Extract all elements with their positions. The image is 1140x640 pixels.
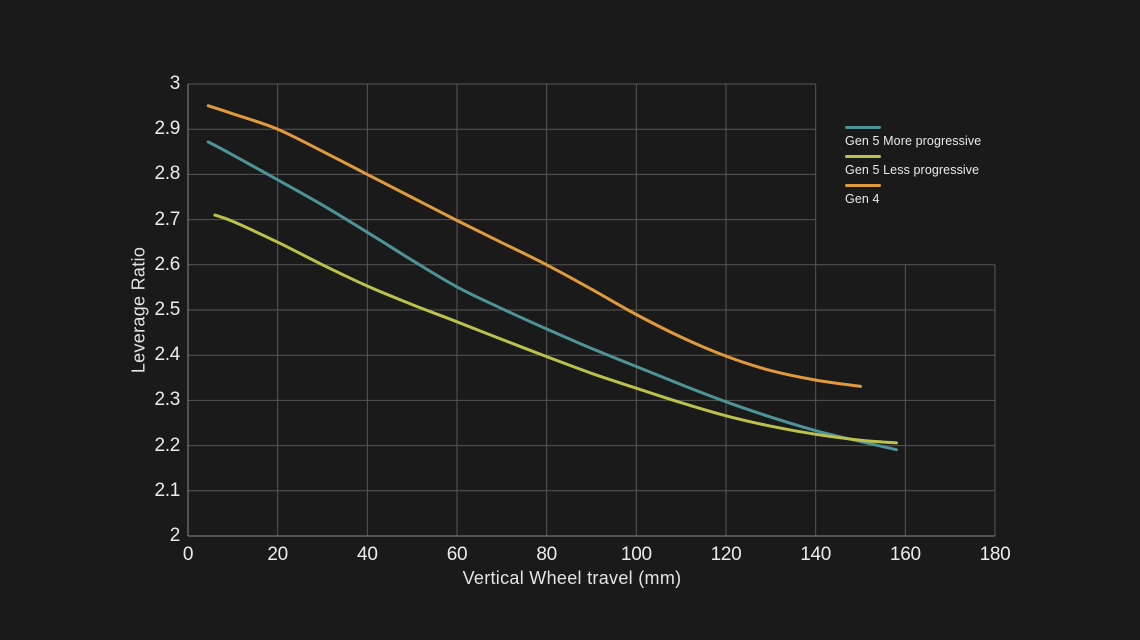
- x-tick-label: 180: [979, 544, 1011, 565]
- y-tick-label: 2: [169, 525, 181, 546]
- y-axis-title: Leverage Ratio: [128, 246, 149, 374]
- x-tick-label: 0: [182, 544, 194, 565]
- y-tick-label: 3: [169, 73, 181, 94]
- legend-swatch: [845, 126, 881, 129]
- series-line-gen-5-more-progressive: [206, 140, 898, 452]
- x-tick-label: 80: [536, 544, 557, 565]
- x-axis-title: Vertical Wheel travel (mm): [462, 568, 682, 588]
- x-tick-label: 60: [446, 544, 468, 565]
- y-tick-label: 2.9: [154, 118, 180, 140]
- legend-label: Gen 5 More progressive: [845, 134, 982, 148]
- y-tick-label: 2.8: [154, 163, 180, 185]
- legend-item-gen-4: Gen 4: [845, 184, 981, 206]
- x-tick-label: 120: [710, 544, 742, 565]
- x-tick-label: 20: [267, 544, 288, 565]
- x-tick-label: 160: [889, 544, 921, 565]
- x-tick-label: 100: [620, 544, 652, 565]
- legend: Gen 5 More progressive Gen 5 Less progres…: [845, 126, 981, 213]
- series-line-gen-5-less-progressive: [213, 213, 898, 445]
- series-line-gen-4: [206, 104, 862, 388]
- x-tick-label: 140: [800, 544, 832, 565]
- legend-item-gen-5-more-progressive: Gen 5 More progressive: [845, 126, 981, 148]
- legend-swatch: [845, 184, 881, 187]
- y-tick-label: 2.3: [154, 389, 180, 411]
- y-tick-label: 2.6: [154, 253, 180, 275]
- legend-item-gen-5-less-progressive: Gen 5 Less progressive: [845, 155, 981, 177]
- y-tick-label: 2.2: [154, 434, 180, 456]
- y-tick-label: 2.7: [154, 208, 180, 230]
- legend-label: Gen 5 Less progressive: [845, 163, 980, 177]
- legend-label: Gen 4: [845, 192, 880, 206]
- y-tick-label: 2.5: [154, 299, 180, 320]
- y-tick-label: 2.1: [154, 479, 180, 501]
- x-tick-label: 40: [357, 544, 378, 565]
- y-tick-label: 2.4: [154, 344, 180, 366]
- legend-swatch: [845, 155, 881, 158]
